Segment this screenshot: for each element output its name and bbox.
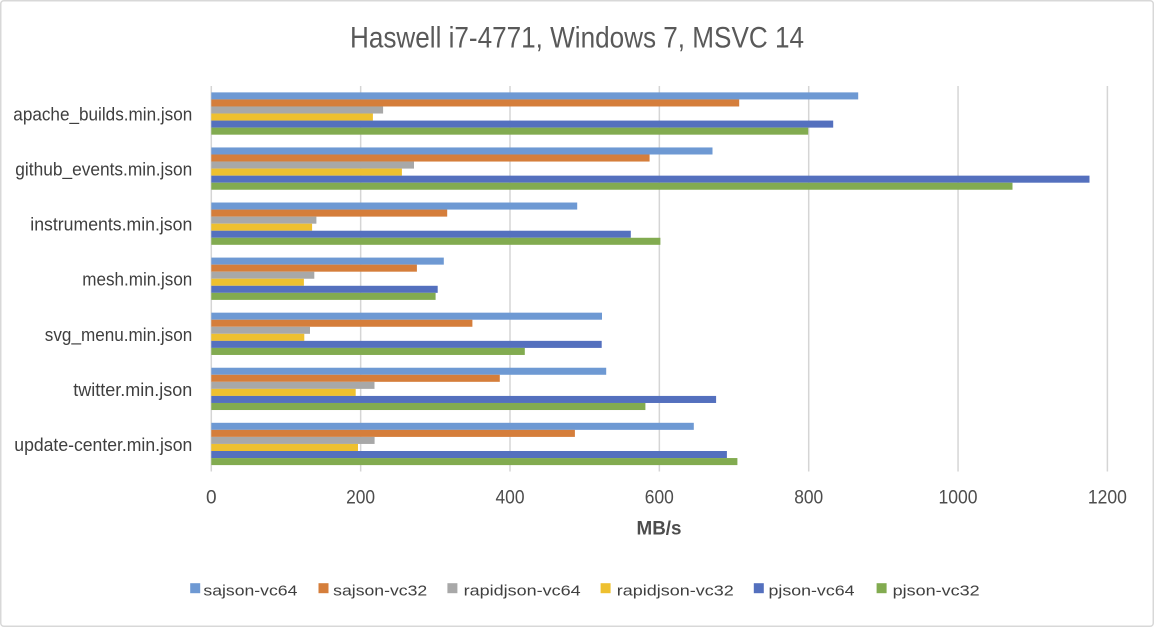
svg-text:Haswell i7-4771, Windows 7, MS: Haswell i7-4771, Windows 7, MSVC 14 <box>350 22 804 55</box>
svg-text:sajson-vc64: sajson-vc64 <box>203 584 297 600</box>
svg-text:1200: 1200 <box>1088 488 1127 509</box>
svg-text:400: 400 <box>496 488 525 509</box>
svg-text:pjson-vc64: pjson-vc64 <box>769 584 855 600</box>
svg-text:instruments.min.json: instruments.min.json <box>30 214 192 235</box>
svg-text:twitter.min.json: twitter.min.json <box>73 379 192 400</box>
svg-text:0: 0 <box>206 488 217 509</box>
svg-text:sajson-vc32: sajson-vc32 <box>333 584 427 600</box>
svg-text:rapidjson-vc32: rapidjson-vc32 <box>617 584 734 600</box>
svg-text:svg_menu.min.json: svg_menu.min.json <box>45 324 193 346</box>
svg-text:1000: 1000 <box>939 488 978 509</box>
svg-text:pjson-vc32: pjson-vc32 <box>893 584 980 600</box>
svg-text:update-center.min.json: update-center.min.json <box>14 434 192 455</box>
svg-text:github_events.min.json: github_events.min.json <box>15 159 192 181</box>
svg-text:800: 800 <box>794 488 823 509</box>
svg-text:200: 200 <box>346 488 375 509</box>
svg-text:apache_builds.min.json: apache_builds.min.json <box>13 104 192 126</box>
svg-text:MB/s: MB/s <box>637 518 682 540</box>
svg-text:rapidjson-vc64: rapidjson-vc64 <box>464 584 581 600</box>
svg-text:mesh.min.json: mesh.min.json <box>82 269 192 290</box>
svg-text:600: 600 <box>645 488 674 509</box>
